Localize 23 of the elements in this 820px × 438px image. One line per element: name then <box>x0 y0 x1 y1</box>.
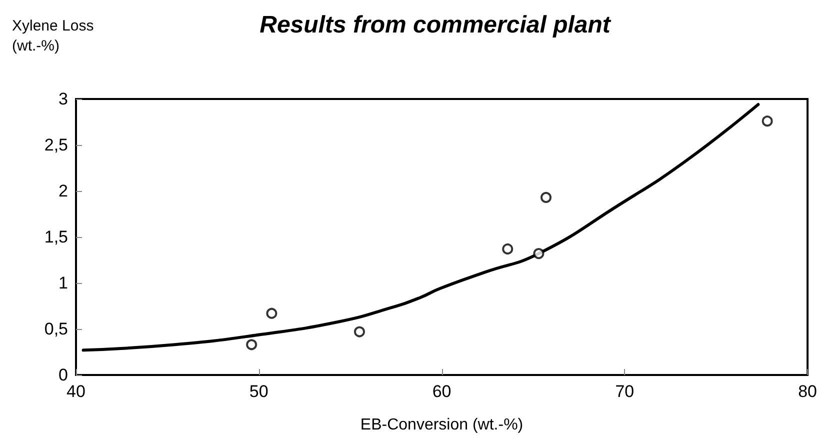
x-tick-label: 70 <box>615 382 634 401</box>
y-tick-label: 2,5 <box>44 136 68 154</box>
y-tick-label: 0,5 <box>44 320 68 338</box>
y-tick-label: 2 <box>58 182 68 200</box>
x-tick-label: 40 <box>66 382 86 401</box>
x-tick-label: 50 <box>249 382 268 401</box>
y-axis-title: Xylene Loss (wt.-%) <box>12 18 94 54</box>
x-tick-label: 60 <box>432 382 452 401</box>
chart-title: Results from commercial plant <box>260 12 612 38</box>
point <box>533 248 544 260</box>
y-tick-label: 1 <box>58 274 68 292</box>
point <box>266 308 278 319</box>
point <box>354 326 365 338</box>
point <box>762 116 773 127</box>
line-series <box>82 103 760 352</box>
point <box>540 192 552 203</box>
y-tick-label: 1,5 <box>44 228 68 246</box>
x-axis-title: EB-Conversion (wt.-%) <box>360 416 524 434</box>
y-tick-label: 3 <box>58 90 68 108</box>
y-tick-label: 0 <box>58 366 68 384</box>
point <box>502 243 514 254</box>
x-tick-label: 80 <box>798 382 818 401</box>
point <box>246 339 258 350</box>
